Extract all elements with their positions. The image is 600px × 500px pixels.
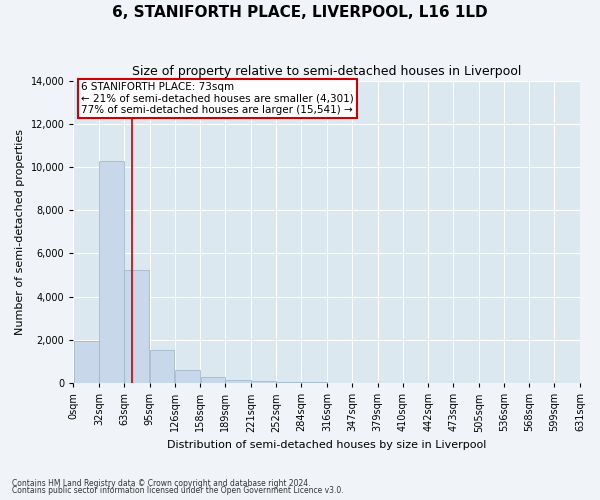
Bar <box>175 370 200 383</box>
Bar <box>251 381 275 383</box>
Bar <box>124 270 149 383</box>
Title: Size of property relative to semi-detached houses in Liverpool: Size of property relative to semi-detach… <box>132 65 521 78</box>
Text: Contains HM Land Registry data © Crown copyright and database right 2024.: Contains HM Land Registry data © Crown c… <box>12 478 311 488</box>
Bar <box>150 350 175 383</box>
Bar <box>100 160 124 383</box>
Bar <box>226 380 251 383</box>
X-axis label: Distribution of semi-detached houses by size in Liverpool: Distribution of semi-detached houses by … <box>167 440 487 450</box>
Text: Contains public sector information licensed under the Open Government Licence v3: Contains public sector information licen… <box>12 486 344 495</box>
Bar <box>276 382 301 383</box>
Bar <box>74 341 99 383</box>
Text: 6, STANIFORTH PLACE, LIVERPOOL, L16 1LD: 6, STANIFORTH PLACE, LIVERPOOL, L16 1LD <box>112 5 488 20</box>
Bar <box>200 378 225 383</box>
Text: 6 STANIFORTH PLACE: 73sqm
← 21% of semi-detached houses are smaller (4,301)
77% : 6 STANIFORTH PLACE: 73sqm ← 21% of semi-… <box>81 82 354 116</box>
Bar <box>302 382 327 383</box>
Y-axis label: Number of semi-detached properties: Number of semi-detached properties <box>15 129 25 335</box>
